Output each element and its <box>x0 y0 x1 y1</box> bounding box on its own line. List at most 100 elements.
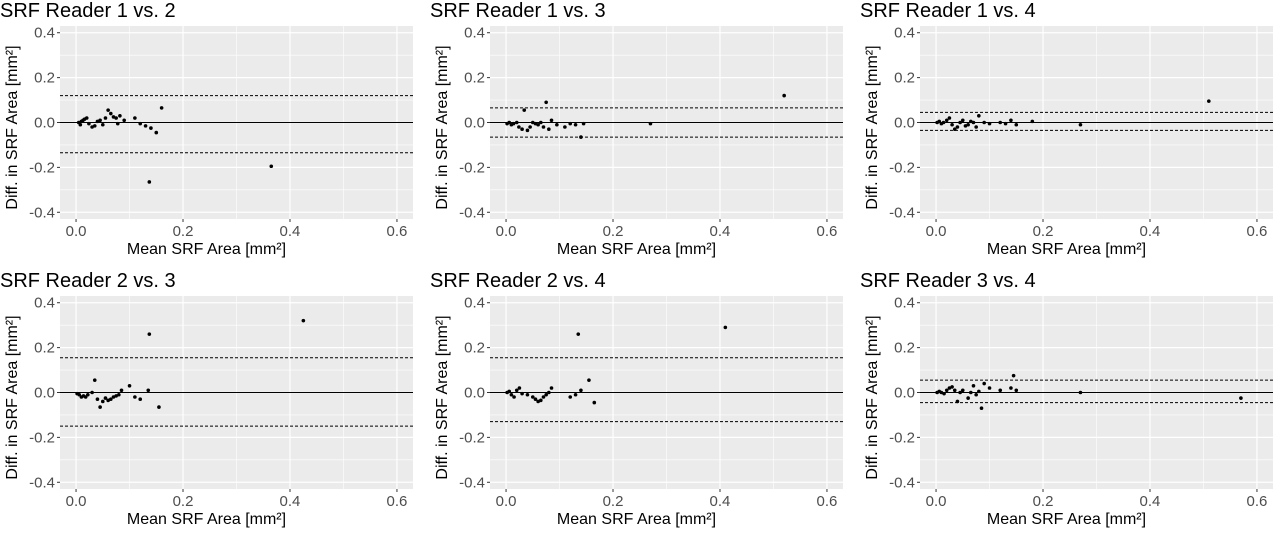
data-point <box>573 392 578 397</box>
x-tick-label: 0.6 <box>817 223 838 240</box>
x-tick-label: 0.4 <box>280 493 301 510</box>
data-point <box>958 120 962 125</box>
y-axis-title: Diff. in SRF Area [mm²] <box>434 315 451 479</box>
data-point <box>549 386 554 390</box>
x-tick-label: 0.2 <box>173 493 194 510</box>
data-point <box>1009 118 1013 123</box>
x-tick-label: 0.4 <box>710 223 731 240</box>
data-point <box>100 122 105 127</box>
panel-title: SRF Reader 2 vs. 4 <box>430 270 606 292</box>
data-point <box>960 118 965 123</box>
data-point <box>958 390 962 395</box>
data-point <box>138 397 143 402</box>
y-tick-label: -0.2 <box>459 429 485 446</box>
data-point <box>587 378 591 382</box>
x-tick-label: 0.6 <box>1247 493 1268 510</box>
data-point <box>115 121 120 126</box>
data-point <box>514 388 519 393</box>
data-point <box>154 130 159 135</box>
y-axis-title: Diff. in SRF Area [mm²] <box>864 45 881 209</box>
data-point <box>159 106 164 110</box>
data-point <box>509 392 514 397</box>
data-point <box>579 388 583 393</box>
data-point <box>103 116 108 120</box>
data-point <box>507 120 512 125</box>
data-point <box>950 122 954 127</box>
y-tick-label: -0.2 <box>459 159 485 176</box>
data-point <box>127 383 132 388</box>
y-tick-label: 0.2 <box>894 70 915 87</box>
y-tick-label: 0.0 <box>34 115 55 132</box>
data-point <box>1239 396 1243 400</box>
data-point <box>555 122 559 127</box>
data-point <box>103 396 108 400</box>
data-point <box>533 397 538 402</box>
x-tick-label: 0.2 <box>603 493 624 510</box>
y-tick-label: 0.4 <box>894 25 915 42</box>
y-tick-label: -0.4 <box>29 204 55 221</box>
y-tick-label: 0.2 <box>894 340 915 357</box>
data-point <box>511 121 516 126</box>
panel-title: SRF Reader 1 vs. 3 <box>430 0 606 22</box>
data-point <box>947 116 952 120</box>
data-point <box>971 383 976 388</box>
y-tick-label: 0.4 <box>894 295 915 312</box>
x-axis-title: Mean SRF Area [mm²] <box>557 241 716 258</box>
data-point <box>539 398 543 403</box>
data-point <box>568 121 573 126</box>
data-point <box>544 392 548 397</box>
data-point <box>92 378 97 382</box>
data-point <box>83 395 88 399</box>
data-point <box>122 118 126 123</box>
x-tick-label: 0.4 <box>1140 493 1161 510</box>
data-point <box>149 126 153 130</box>
x-tick-label: 0.0 <box>926 223 947 240</box>
data-point <box>541 395 546 399</box>
y-tick-label: -0.4 <box>459 474 485 491</box>
data-point <box>90 390 94 395</box>
x-tick-label: 0.4 <box>280 223 301 240</box>
data-point <box>514 120 519 125</box>
data-point <box>942 391 946 396</box>
data-point <box>512 395 516 399</box>
x-tick-label: 0.0 <box>66 223 87 240</box>
data-point <box>547 390 551 395</box>
data-point <box>522 108 527 112</box>
y-tick-label: 0.0 <box>464 115 485 132</box>
data-point <box>539 120 543 125</box>
panel-reader-3-vs-4: SRF Reader 3 vs. 4 0.0 0.2 0.4 0.6 -0.4 -0.2 0… <box>860 270 1280 536</box>
y-tick-label: 0.0 <box>894 115 915 132</box>
data-point <box>530 395 535 399</box>
panel-title: SRF Reader 1 vs. 2 <box>0 0 176 22</box>
data-point <box>544 100 548 105</box>
y-tick-label: 0.4 <box>464 295 485 312</box>
data-point <box>1014 388 1019 393</box>
x-tick-label: 0.4 <box>710 493 731 510</box>
data-point <box>133 395 137 399</box>
data-point <box>547 127 551 132</box>
panel-reader-1-vs-3: SRF Reader 1 vs. 3 0.0 0.2 0.4 0.6 -0.4 -0.2 0… <box>430 0 856 266</box>
x-axis-title: Mean SRF Area [mm²] <box>557 511 716 528</box>
data-point <box>517 386 522 390</box>
panel-reader-2-vs-3: SRF Reader 2 vs. 3 0.0 0.2 0.4 0.6 -0.4 -0.2 0… <box>0 270 426 536</box>
data-point <box>573 122 578 127</box>
data-point <box>568 395 573 399</box>
data-point <box>147 180 152 184</box>
x-tick-label: 0.6 <box>387 493 408 510</box>
x-tick-label: 0.6 <box>1247 223 1268 240</box>
y-tick-label: 0.2 <box>464 70 485 87</box>
data-point <box>1207 99 1211 103</box>
x-axis-title: Mean SRF Area [mm²] <box>987 241 1146 258</box>
x-tick-label: 0.4 <box>1140 223 1161 240</box>
data-point <box>143 124 148 128</box>
data-point <box>119 388 124 393</box>
data-point <box>563 125 567 129</box>
data-point <box>977 113 981 118</box>
data-point <box>974 125 978 129</box>
data-point <box>1078 122 1083 127</box>
data-point <box>507 389 512 394</box>
data-point <box>950 385 954 389</box>
data-point <box>1003 121 1008 126</box>
